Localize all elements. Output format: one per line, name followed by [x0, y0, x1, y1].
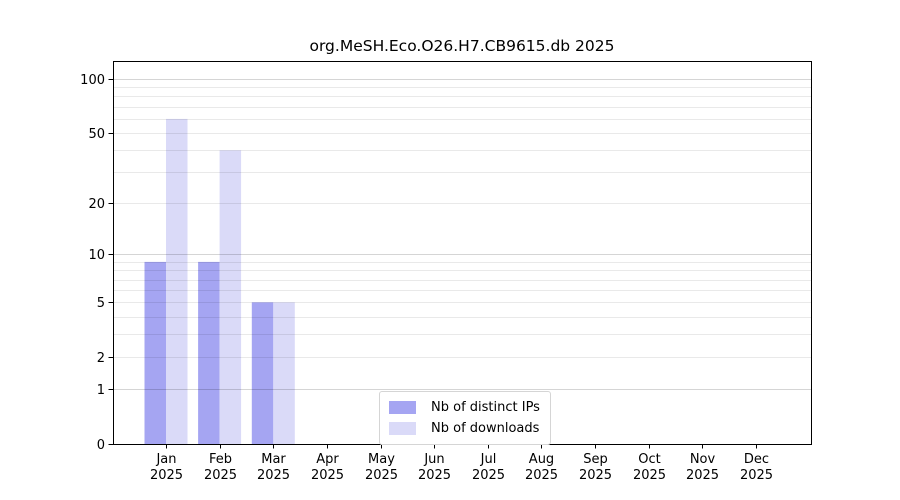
y-tick-label: 2: [97, 351, 105, 366]
bar-feb-distinct-ips: [198, 261, 220, 444]
x-tick-label-month: Jun: [423, 452, 444, 467]
y-tick-label: 1: [97, 383, 105, 398]
y-tick-label: 100: [80, 73, 105, 88]
x-tick-label-month: May: [368, 452, 395, 467]
y-tick-label: 10: [88, 248, 105, 263]
bar-jan-distinct-ips: [144, 261, 166, 444]
legend-label-downloads: Nb of downloads: [431, 421, 540, 436]
legend-label-distinct-ips: Nb of distinct IPs: [431, 400, 540, 415]
x-tick-label-month: Feb: [209, 452, 232, 467]
x-tick-label-year: 2025: [579, 468, 612, 483]
x-tick-label-month: Jul: [480, 452, 497, 467]
x-tick-label-year: 2025: [525, 468, 558, 483]
x-tick-label-month: Oct: [638, 452, 660, 467]
legend-item-downloads: Nb of downloads: [389, 418, 540, 439]
bar-mar-distinct-ips: [251, 302, 274, 444]
x-tick-label-year: 2025: [365, 468, 398, 483]
x-tick-label-year: 2025: [204, 468, 237, 483]
x-tick-label-year: 2025: [311, 468, 344, 483]
chart-title: org.MeSH.Eco.O26.H7.CB9615.db 2025: [309, 37, 615, 55]
x-tick-label-year: 2025: [418, 468, 451, 483]
bar-feb-downloads: [219, 150, 242, 445]
legend: Nb of distinct IPs Nb of downloads: [379, 391, 551, 445]
x-tick-label-year: 2025: [740, 468, 773, 483]
x-tick-label-month: Jan: [155, 452, 176, 467]
x-tick-label-month: Nov: [690, 452, 716, 467]
x-tick-label-month: Sep: [583, 452, 608, 467]
legend-item-distinct-ips: Nb of distinct IPs: [389, 397, 540, 418]
y-tick-label: 50: [88, 127, 105, 142]
x-tick-label-month: Aug: [529, 452, 554, 467]
y-tick-label: 0: [97, 438, 105, 453]
x-tick-label-year: 2025: [633, 468, 666, 483]
x-tick-label-year: 2025: [686, 468, 719, 483]
x-tick-label-month: Dec: [744, 452, 769, 467]
y-tick-label: 5: [97, 296, 105, 311]
x-tick-label-year: 2025: [472, 468, 505, 483]
bar-mar-downloads: [273, 302, 295, 444]
x-tick-label-year: 2025: [257, 468, 290, 483]
legend-swatch-downloads: [389, 422, 416, 435]
x-tick-label-month: Apr: [316, 452, 339, 467]
bar-jan-downloads: [166, 118, 188, 445]
legend-swatch-distinct-ips: [389, 401, 416, 414]
x-tick-label-month: Mar: [261, 452, 286, 467]
x-tick-label-year: 2025: [150, 468, 183, 483]
y-tick-label: 20: [88, 197, 105, 212]
